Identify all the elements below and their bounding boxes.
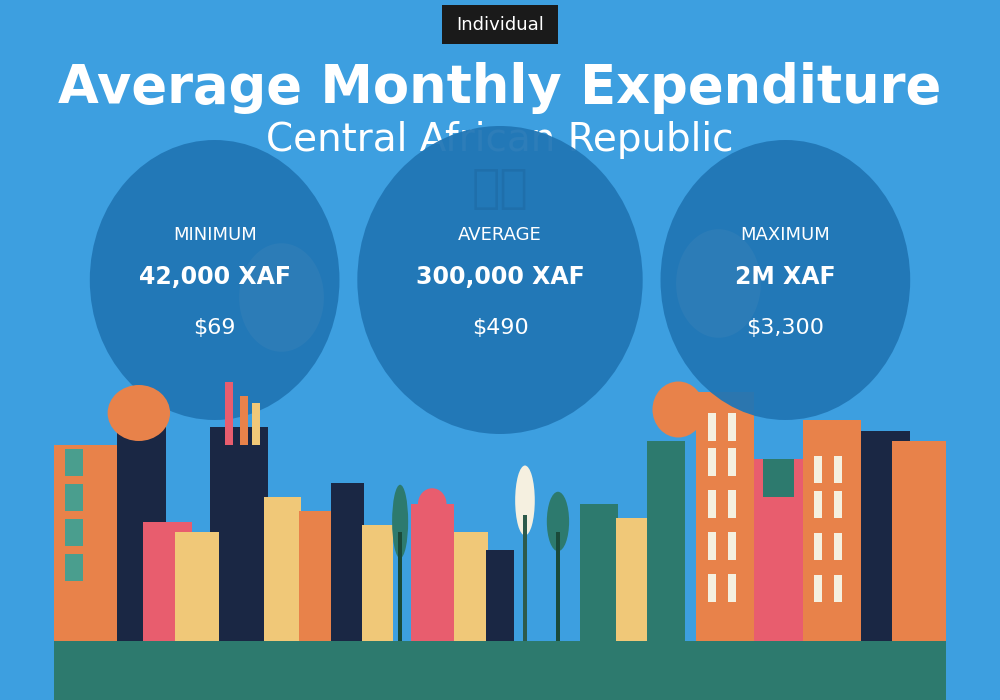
Bar <box>647 441 685 640</box>
Text: $490: $490 <box>472 318 528 337</box>
Text: 300,000 XAF: 300,000 XAF <box>416 265 584 288</box>
Bar <box>696 392 754 640</box>
Bar <box>65 449 83 476</box>
Bar <box>264 497 301 640</box>
Bar <box>708 532 716 560</box>
Bar <box>834 491 842 518</box>
Bar <box>54 640 946 700</box>
Text: MAXIMUM: MAXIMUM <box>740 225 830 244</box>
FancyBboxPatch shape <box>442 5 558 43</box>
Ellipse shape <box>418 489 446 519</box>
Ellipse shape <box>515 466 535 536</box>
Bar <box>225 382 233 444</box>
Bar <box>454 532 488 640</box>
Bar <box>411 504 454 640</box>
Bar <box>175 532 219 640</box>
Bar <box>814 491 822 518</box>
Bar <box>892 441 946 640</box>
Text: MINIMUM: MINIMUM <box>173 225 257 244</box>
Bar <box>728 490 736 518</box>
Bar <box>728 448 736 476</box>
Bar <box>556 532 560 640</box>
Bar <box>803 420 861 640</box>
Bar <box>834 575 842 602</box>
Bar <box>117 416 166 640</box>
Bar <box>523 514 527 640</box>
Bar <box>299 511 333 640</box>
Bar <box>763 458 794 497</box>
Text: Central African Republic: Central African Republic <box>266 121 734 159</box>
Bar <box>54 444 130 640</box>
Bar <box>143 522 192 640</box>
Ellipse shape <box>357 126 643 434</box>
Bar <box>65 519 83 546</box>
Ellipse shape <box>661 140 910 420</box>
Text: 2M XAF: 2M XAF <box>735 265 836 288</box>
Ellipse shape <box>90 140 339 420</box>
Bar <box>728 413 736 441</box>
Ellipse shape <box>392 484 408 559</box>
Bar <box>398 532 402 640</box>
Bar <box>486 550 514 640</box>
Text: AVERAGE: AVERAGE <box>458 225 542 244</box>
Text: Individual: Individual <box>456 15 544 34</box>
Text: $69: $69 <box>193 318 236 337</box>
Bar <box>616 518 647 640</box>
Bar <box>814 575 822 602</box>
Bar <box>252 402 260 444</box>
Text: 🇨🇫: 🇨🇫 <box>472 167 528 211</box>
Ellipse shape <box>547 491 569 552</box>
Bar <box>362 525 393 640</box>
Bar <box>728 574 736 602</box>
Text: $3,300: $3,300 <box>746 318 824 337</box>
Bar <box>240 395 248 444</box>
Bar <box>331 483 364 640</box>
Bar <box>580 504 618 640</box>
Bar <box>708 413 716 441</box>
Bar <box>754 458 803 640</box>
Bar <box>814 456 822 483</box>
Text: Average Monthly Expenditure: Average Monthly Expenditure <box>58 62 942 113</box>
Text: 42,000 XAF: 42,000 XAF <box>139 265 291 288</box>
Bar <box>708 574 716 602</box>
Bar <box>708 448 716 476</box>
Ellipse shape <box>239 244 324 352</box>
Bar <box>65 554 83 581</box>
Bar <box>834 456 842 483</box>
Bar <box>210 427 268 640</box>
Bar <box>861 430 910 640</box>
Bar <box>834 533 842 560</box>
Ellipse shape <box>676 230 761 338</box>
Bar <box>65 484 83 511</box>
Ellipse shape <box>652 382 704 438</box>
Bar <box>728 532 736 560</box>
Bar <box>814 533 822 560</box>
Bar <box>708 490 716 518</box>
Ellipse shape <box>108 385 170 441</box>
